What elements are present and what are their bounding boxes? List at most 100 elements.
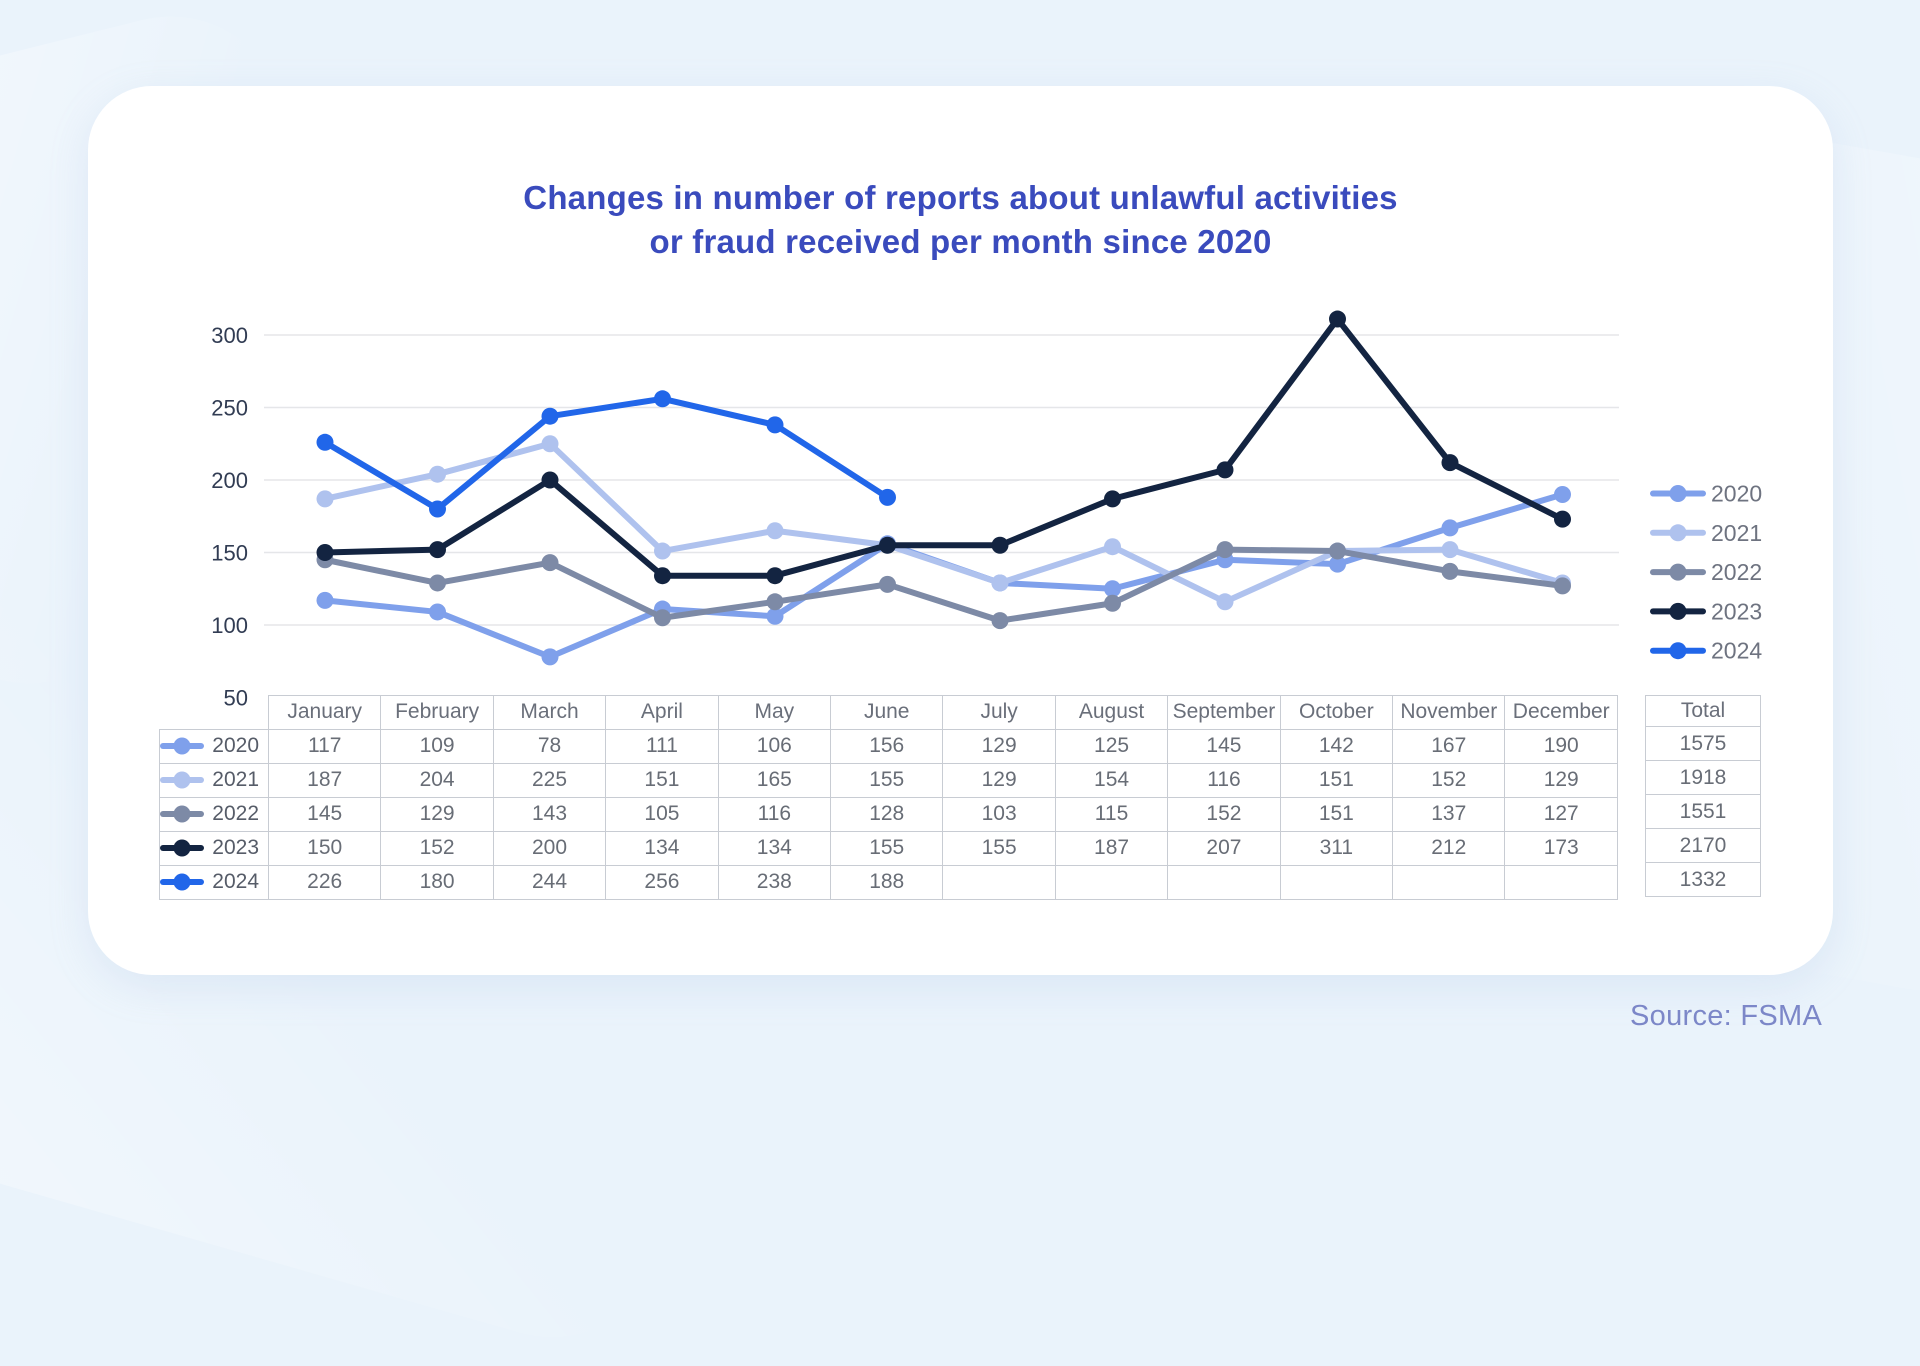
- data-point-2020: [1104, 580, 1121, 598]
- data-point-2021: [1216, 593, 1234, 611]
- total-header: Total: [1645, 695, 1761, 727]
- legend-marker-dot-icon: [1669, 485, 1687, 502]
- series-line-2022: [322, 546, 1566, 624]
- legend-label-2021: 2021: [1711, 520, 1762, 546]
- data-point-2020: [316, 591, 334, 609]
- year-label: 2020: [212, 734, 259, 757]
- value-cell-2022-march: 143: [492, 796, 607, 832]
- value-cell-2022-september: 152: [1167, 796, 1281, 832]
- data-point-2023: [766, 567, 784, 585]
- data-point-2022: [654, 609, 671, 627]
- value-cell-2021-july: 129: [942, 762, 1056, 798]
- series-line-2024: [322, 395, 891, 512]
- value-cell-2021-december: 129: [1504, 762, 1618, 798]
- year-cell-2022: 2022: [159, 796, 269, 832]
- data-point-2023: [991, 536, 1009, 554]
- chart-title-line2: or fraud received per month since 2020: [649, 223, 1272, 260]
- month-header-june: June: [830, 695, 944, 730]
- data-point-2024: [316, 433, 334, 451]
- line-chart: 300 250 200 150 100 50 2020 2021 2022 2023 2024: [211, 310, 1762, 711]
- value-cell-2022-october: 151: [1279, 796, 1394, 832]
- value-cell-2020-may: 106: [717, 728, 832, 764]
- legend-label-2024: 2024: [1711, 638, 1762, 664]
- value-cell-2021-september: 116: [1167, 762, 1281, 798]
- data-point-2023: [316, 544, 334, 561]
- month-header-february: February: [380, 695, 494, 730]
- series-marker-dot-icon: [173, 873, 191, 891]
- value-cell-2023-march: 200: [492, 830, 607, 866]
- value-cell-2021-august: 154: [1054, 762, 1169, 798]
- data-point-2021: [316, 490, 334, 508]
- data-point-2020: [1554, 486, 1571, 503]
- value-cell-2022-may: 116: [717, 796, 832, 832]
- table-row-2022: 2022 145 129 143 105 116 128 103 115 152 151 137 127: [159, 796, 1618, 832]
- table-row-2024: 2024 226 180 244 256 238 188: [159, 864, 1618, 900]
- legend-label-2023: 2023: [1711, 598, 1762, 624]
- value-cell-2021-january: 187: [267, 762, 382, 798]
- value-cell-2020-november: 167: [1392, 728, 1506, 764]
- value-cell-2020-august: 125: [1054, 728, 1169, 764]
- table-row-2020: 2020 117 109 78 111 106 156 129 125 145 142 167 190: [159, 728, 1618, 764]
- data-point-2022: [1216, 541, 1234, 559]
- series-marker-icon: [160, 839, 205, 857]
- data-point-2024: [766, 416, 784, 434]
- value-cell-2024-september: [1167, 864, 1281, 900]
- value-cell-2022-january: 145: [267, 796, 382, 832]
- y-tick-label-200: 200: [211, 468, 248, 493]
- value-cell-2023-october: 311: [1279, 830, 1394, 866]
- total-row-2021: 1918: [1645, 760, 1761, 795]
- series-marker-icon: [160, 805, 205, 823]
- data-point-2024: [879, 488, 896, 506]
- chart-card: Changes in number of reports about unlaw…: [88, 86, 1833, 975]
- month-header-july: July: [942, 695, 1056, 730]
- year-label: 2022: [212, 802, 259, 825]
- table-row-2023: 2023 150 152 200 134 134 155 155 187 207 311 212 173: [159, 830, 1618, 866]
- series-marker-icon: [160, 737, 205, 755]
- total-cell-2024: 1332: [1645, 862, 1761, 897]
- y-tick-label-50: 50: [224, 686, 248, 711]
- value-cell-2020-january: 117: [267, 728, 382, 764]
- value-cell-2023-december: 173: [1504, 830, 1618, 866]
- value-cell-2024-february: 180: [380, 864, 494, 900]
- value-cell-2024-january: 226: [267, 864, 382, 900]
- month-header-march: March: [492, 695, 607, 730]
- year-cell-2023: 2023: [159, 830, 269, 866]
- month-header-april: April: [605, 695, 719, 730]
- year-label: 2023: [212, 836, 259, 859]
- month-header-august: August: [1054, 695, 1169, 730]
- data-point-2023: [429, 541, 446, 559]
- series-marker-dot-icon: [173, 839, 191, 857]
- legend-item-2022: 2022: [1650, 559, 1762, 585]
- data-point-2022: [541, 554, 559, 572]
- data-point-2023: [1329, 310, 1346, 328]
- data-point-2023: [879, 536, 896, 554]
- value-cell-2023-january: 150: [267, 830, 382, 866]
- value-cell-2022-april: 105: [605, 796, 719, 832]
- series-line-2020: [322, 491, 1566, 660]
- series-marker-icon: [160, 873, 205, 891]
- year-label: 2024: [212, 870, 259, 893]
- total-cell-2022: 1551: [1645, 794, 1761, 829]
- month-header-may: May: [717, 695, 832, 730]
- value-cell-2021-november: 152: [1392, 762, 1506, 798]
- totals-table: Total 1575 1918 1551 2170 1332: [1645, 695, 1761, 897]
- series-marker-dot-icon: [173, 805, 191, 823]
- data-table-area: January February March April May June July Augu…: [159, 695, 1761, 900]
- total-row-2023: 2170: [1645, 828, 1761, 863]
- month-header-december: December: [1504, 695, 1618, 730]
- value-cell-2023-may: 134: [717, 830, 832, 866]
- value-cell-2020-june: 156: [830, 728, 944, 764]
- data-point-2023: [541, 471, 559, 489]
- chart-title-line1: Changes in number of reports about unlaw…: [523, 179, 1398, 216]
- series-marker-icon: [160, 771, 205, 789]
- legend-item-2024: 2024: [1650, 638, 1762, 664]
- year-label: 2021: [212, 768, 259, 791]
- data-point-2021: [541, 435, 559, 453]
- series-line-2021: [322, 440, 1566, 605]
- value-cell-2022-august: 115: [1054, 796, 1169, 832]
- value-cell-2024-april: 256: [605, 864, 719, 900]
- value-cell-2022-december: 127: [1504, 796, 1618, 832]
- series-line-2023: [322, 316, 1566, 579]
- value-cell-2020-february: 109: [380, 728, 494, 764]
- total-row-2020: 1575: [1645, 726, 1761, 761]
